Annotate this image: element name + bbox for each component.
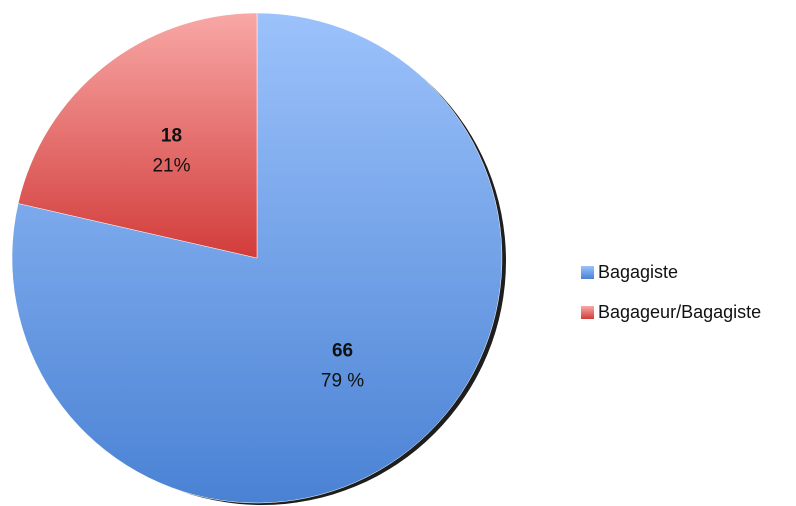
- data-label-value: 66: [332, 340, 353, 361]
- pie-slice-bagagiste: [11, 12, 503, 504]
- pie-chart: 66 79 % 18 21%: [11, 12, 506, 505]
- legend-swatch-bagageur-bagagiste: [581, 305, 594, 319]
- legend-label-bagageur-bagagiste: Bagageur/Bagagiste: [598, 301, 762, 322]
- legend: Bagagiste Bagageur/Bagagiste: [581, 258, 761, 338]
- pie-slice-bagageur-bagagiste: [17, 12, 258, 259]
- legend-item-bagageur-bagagiste: Bagageur/Bagagiste: [581, 298, 761, 326]
- legend-item-bagagiste: Bagagiste: [581, 258, 761, 286]
- data-label-percent: 79 %: [321, 370, 364, 391]
- data-label-value: 18: [161, 126, 182, 147]
- legend-swatch-bagagiste: [581, 265, 594, 279]
- legend-label-bagagiste: Bagagiste: [598, 261, 679, 282]
- data-label-percent: 21%: [152, 156, 190, 177]
